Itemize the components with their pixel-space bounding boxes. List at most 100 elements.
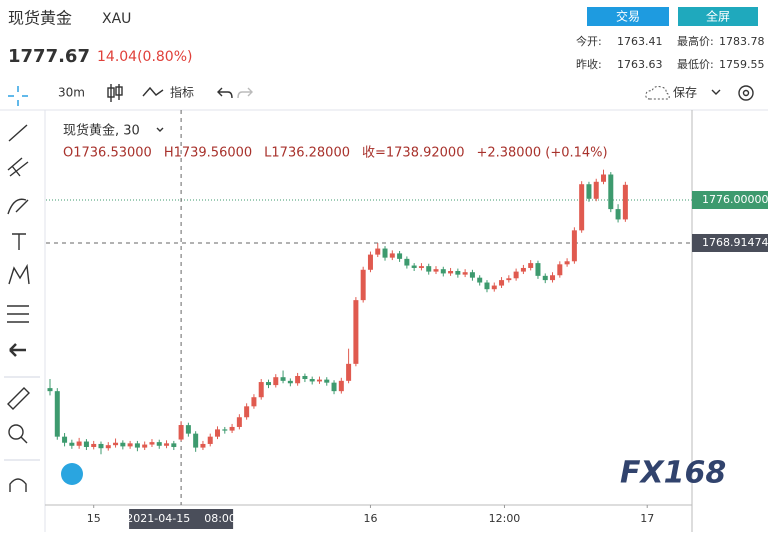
candle-body: [375, 248, 381, 255]
stat-value: 1763.41: [617, 35, 663, 48]
candle-body: [47, 388, 53, 392]
candle-body: [433, 269, 439, 272]
stat-label: 今开:: [576, 34, 602, 48]
candle-body: [83, 441, 89, 447]
x-tick-label: 16: [363, 512, 377, 525]
legend-value: L1736.28000: [264, 146, 350, 161]
fullscreen-button[interactable]: [678, 7, 758, 26]
candle-body: [506, 278, 512, 281]
legend-title: 现货黄金, 30: [63, 123, 140, 139]
interval[interactable]: 30m: [58, 86, 85, 100]
candle-body: [54, 391, 60, 437]
candle-body: [469, 272, 475, 278]
stat-label: 最低价:: [677, 58, 714, 71]
measure-tool[interactable]: [7, 305, 29, 323]
candle-body: [236, 417, 242, 427]
candle-body: [404, 258, 410, 266]
candle-body: [309, 379, 315, 382]
legend-value: H1739.56000: [164, 146, 252, 161]
candle-body: [105, 445, 111, 449]
candle-body: [222, 429, 228, 431]
settings[interactable]: [738, 85, 754, 101]
undo[interactable]: [217, 87, 233, 99]
symbol: XAU: [102, 11, 131, 27]
candle-body: [251, 397, 257, 407]
candle-body: [287, 380, 293, 384]
cloud-icon[interactable]: [645, 86, 670, 100]
candle-body: [215, 429, 221, 437]
stat-value: 1763.63: [617, 58, 663, 71]
left-toolbar: [4, 86, 40, 492]
crosshair-tool[interactable]: [8, 86, 28, 106]
redo[interactable]: [237, 87, 253, 99]
candle-body: [448, 270, 454, 274]
candle-body: [69, 442, 75, 446]
last-price-tag: [692, 190, 768, 209]
candle-body: [62, 436, 68, 443]
candle-body: [280, 377, 286, 381]
save-menu[interactable]: [711, 89, 721, 95]
candle-body: [127, 443, 133, 447]
trade-label[interactable]: 交易: [616, 9, 640, 24]
candle-body: [171, 443, 177, 447]
candle-body: [535, 263, 541, 276]
candle-body: [149, 442, 155, 445]
save[interactable]: 保存: [673, 86, 697, 100]
watermark: FX168: [620, 456, 726, 491]
crosshair-y-tag: [692, 233, 768, 252]
candle-body: [389, 253, 395, 258]
trade-button[interactable]: [587, 7, 669, 26]
ruler-tool[interactable]: [7, 387, 30, 410]
back-tool[interactable]: [9, 343, 26, 357]
fib-tool[interactable]: [7, 157, 29, 177]
candle-body: [193, 433, 199, 448]
legend-value: O1736.53000: [63, 146, 152, 161]
candle-body: [316, 379, 322, 382]
legend-menu[interactable]: [156, 127, 164, 132]
indicator-icon[interactable]: [142, 86, 164, 97]
candle-body: [353, 300, 359, 364]
candle-body: [615, 209, 621, 220]
candle-body: [113, 442, 119, 446]
candle-body: [608, 174, 614, 210]
candle-body: [528, 263, 534, 268]
logo-badge: [61, 463, 83, 485]
candle-body: [346, 363, 352, 381]
candle-body: [550, 275, 556, 281]
candle-body: [411, 265, 417, 268]
chart: 1776.00000 1768.91474 15 16 12:00 17 2021-04-1…: [46, 110, 768, 529]
candle-body: [462, 272, 468, 275]
line-tool[interactable]: [8, 124, 28, 142]
candle-body: [265, 382, 271, 386]
pattern-tool[interactable]: [8, 263, 30, 285]
legend-value: 收=1738.92000: [362, 146, 464, 161]
candle-body: [382, 248, 388, 258]
candle-body: [120, 442, 126, 447]
crosshair-x-tag: [129, 509, 234, 529]
fullscreen-label[interactable]: 全屏: [706, 9, 730, 24]
candle-body: [360, 269, 366, 301]
brush-tool[interactable]: [7, 198, 29, 215]
candle-body: [586, 184, 592, 199]
candle-body: [440, 269, 446, 274]
text-tool[interactable]: [12, 233, 26, 250]
magnet-tool[interactable]: [9, 478, 27, 492]
last-price-label: 1776.00000: [702, 193, 768, 206]
stat-label: 昨收:: [576, 57, 602, 71]
zoom-tool[interactable]: [8, 424, 28, 444]
candle-body: [258, 382, 264, 398]
candle-body: [244, 406, 250, 418]
candle-icon[interactable]: [107, 84, 123, 102]
candle-body: [513, 271, 519, 279]
candle-body: [564, 261, 570, 265]
indicators[interactable]: 指标: [170, 85, 194, 100]
candle-body: [418, 266, 424, 268]
price: 1777.67: [8, 46, 90, 67]
candle-body: [302, 375, 308, 380]
candle-body: [397, 253, 403, 259]
candle-body: [324, 379, 330, 383]
stat-value: 1759.55: [719, 58, 765, 71]
crosshair-y-label: 1768.91474: [702, 236, 768, 249]
candle-body: [76, 441, 82, 446]
candle-body: [426, 266, 432, 272]
